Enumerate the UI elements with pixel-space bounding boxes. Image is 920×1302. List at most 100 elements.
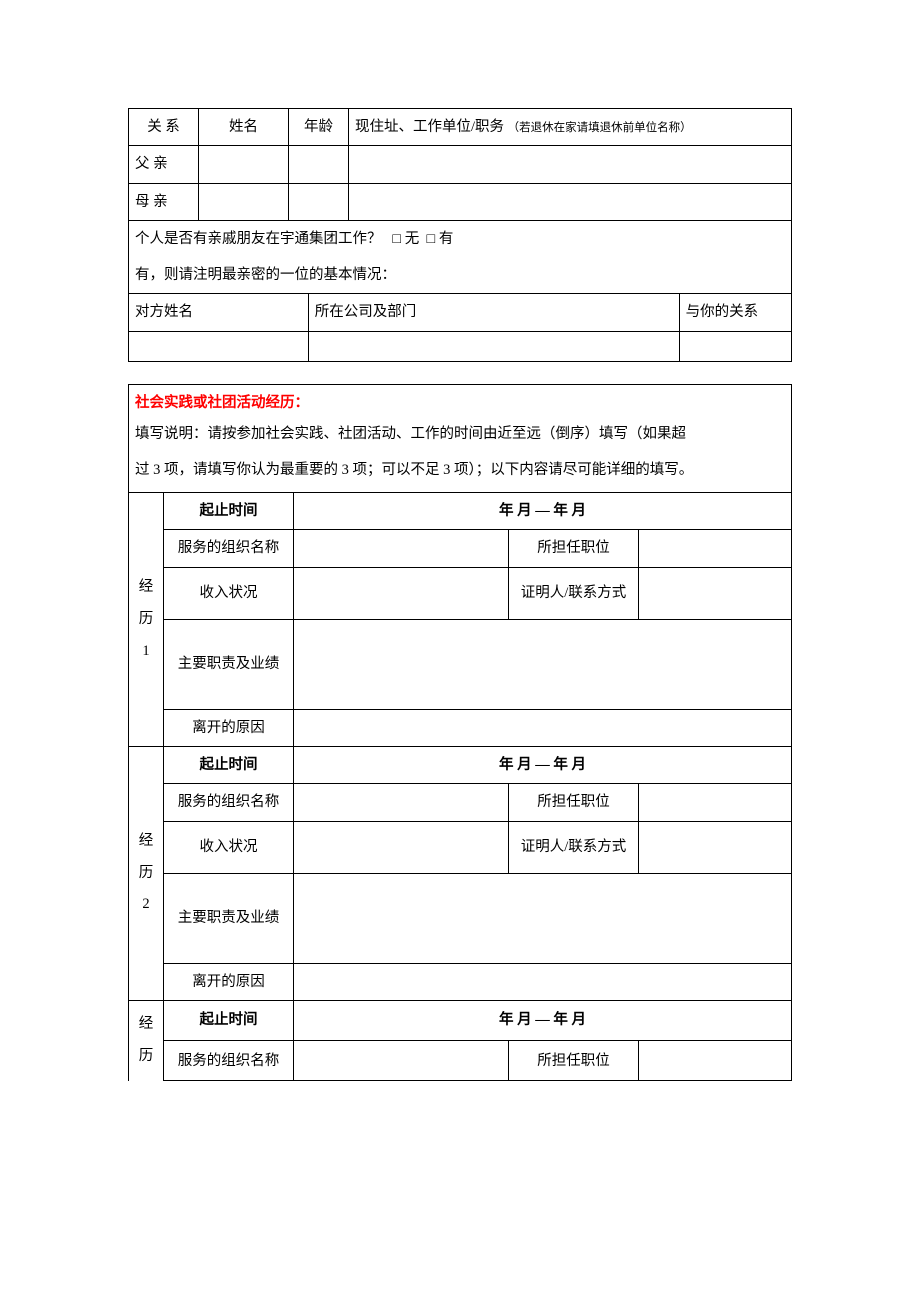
exp2-side-label: 经 历 2 bbox=[129, 747, 164, 1001]
option-yes-label: 有 bbox=[439, 231, 454, 247]
exp1-char2: 历 bbox=[139, 611, 154, 627]
exp3-position-label: 所担任职位 bbox=[509, 1041, 639, 1081]
family-row-mother: 母 亲 bbox=[129, 183, 792, 220]
yutong-question-line2: 有，则请注明最亲密的一位的基本情况： bbox=[129, 257, 792, 294]
yutong-question-row1: 个人是否有亲戚朋友在宇通集团工作？ □ 无 □ 有 bbox=[129, 220, 792, 257]
exp2-reference-value[interactable] bbox=[639, 821, 792, 873]
experience-table: 社会实践或社团活动经历： 填写说明：请按参加社会实践、社团活动、工作的时间由近至… bbox=[128, 384, 792, 1081]
exp2-leave-row: 离开的原因 bbox=[129, 963, 792, 1000]
family-mother-age[interactable] bbox=[289, 183, 349, 220]
exp1-income-label: 收入状况 bbox=[164, 567, 294, 619]
exp2-leave-value[interactable] bbox=[294, 963, 792, 1000]
exp1-duties-label: 主要职责及业绩 bbox=[164, 619, 294, 709]
exp2-org-value[interactable] bbox=[294, 784, 509, 821]
exp3-org-value[interactable] bbox=[294, 1041, 509, 1081]
exp1-leave-label: 离开的原因 bbox=[164, 709, 294, 746]
exp1-org-row: 服务的组织名称 所担任职位 bbox=[129, 530, 792, 567]
family-header-row: 关 系 姓名 年龄 现住址、工作单位/职务 （若退休在家请填退休前单位名称） bbox=[129, 109, 792, 146]
family-header-address: 现住址、工作单位/职务 （若退休在家请填退休前单位名称） bbox=[349, 109, 792, 146]
friend-header-name: 对方姓名 bbox=[129, 294, 309, 331]
exp2-income-label: 收入状况 bbox=[164, 821, 294, 873]
exp2-position-value[interactable] bbox=[639, 784, 792, 821]
family-header-address-main: 现住址、工作单位/职务 bbox=[355, 119, 504, 135]
friend-header-relation: 与你的关系 bbox=[679, 294, 791, 331]
exp2-duties-label: 主要职责及业绩 bbox=[164, 873, 294, 963]
family-header-address-note: （若退休在家请填退休前单位名称） bbox=[508, 122, 692, 134]
exp2-income-value[interactable] bbox=[294, 821, 509, 873]
exp2-income-row: 收入状况 证明人/联系方式 bbox=[129, 821, 792, 873]
family-info-table: 关 系 姓名 年龄 现住址、工作单位/职务 （若退休在家请填退休前单位名称） 父… bbox=[128, 108, 792, 294]
exp1-char3: 1 bbox=[142, 643, 149, 659]
exp2-leave-label: 离开的原因 bbox=[164, 963, 294, 1000]
exp2-org-label: 服务的组织名称 bbox=[164, 784, 294, 821]
exp1-income-row: 收入状况 证明人/联系方式 bbox=[129, 567, 792, 619]
exp2-char2: 历 bbox=[139, 865, 154, 881]
experience-title-cell: 社会实践或社团活动经历： bbox=[129, 384, 792, 417]
exp3-char1: 经 bbox=[139, 1016, 154, 1032]
experience-instruction-row1: 填写说明：请按参加社会实践、社团活动、工作的时间由近至远（倒序）填写（如果超 bbox=[129, 417, 792, 453]
exp1-position-value[interactable] bbox=[639, 530, 792, 567]
exp1-time-label: 起止时间 bbox=[164, 493, 294, 530]
exp3-time-row: 经 历 起止时间 年 月 — 年 月 bbox=[129, 1000, 792, 1040]
exp1-char1: 经 bbox=[139, 579, 154, 595]
exp1-duties-row: 主要职责及业绩 bbox=[129, 619, 792, 709]
checkbox-no-icon[interactable]: □ bbox=[392, 229, 401, 249]
friend-relation-cell[interactable] bbox=[679, 331, 791, 361]
exp2-time-row: 经 历 2 起止时间 年 月 — 年 月 bbox=[129, 747, 792, 784]
friend-name-cell[interactable] bbox=[129, 331, 309, 361]
exp3-position-value[interactable] bbox=[639, 1041, 792, 1081]
family-row-father: 父 亲 bbox=[129, 146, 792, 183]
exp1-time-row: 经 历 1 起止时间 年 月 — 年 月 bbox=[129, 493, 792, 530]
experience-title-row: 社会实践或社团活动经历： bbox=[129, 384, 792, 417]
friend-company-cell[interactable] bbox=[308, 331, 679, 361]
checkbox-yes-icon[interactable]: □ bbox=[427, 229, 436, 249]
experience-instruction2: 过 3 项，请填写你认为最重要的 3 项；可以不足 3 项）；以下内容请尽可能详… bbox=[129, 453, 792, 493]
exp3-org-row: 服务的组织名称 所担任职位 bbox=[129, 1041, 792, 1081]
exp1-side-label: 经 历 1 bbox=[129, 493, 164, 747]
exp1-leave-row: 离开的原因 bbox=[129, 709, 792, 746]
exp3-side-label: 经 历 bbox=[129, 1000, 164, 1080]
exp2-position-label: 所担任职位 bbox=[509, 784, 639, 821]
family-father-address[interactable] bbox=[349, 146, 792, 183]
exp2-reference-label: 证明人/联系方式 bbox=[509, 821, 639, 873]
exp1-leave-value[interactable] bbox=[294, 709, 792, 746]
exp2-char1: 经 bbox=[139, 833, 154, 849]
exp1-duties-value[interactable] bbox=[294, 619, 792, 709]
experience-title-text: 社会实践或社团活动经历： bbox=[135, 395, 309, 411]
family-father-name[interactable] bbox=[199, 146, 289, 183]
experience-instruction-row2: 过 3 项，请填写你认为最重要的 3 项；可以不足 3 项）；以下内容请尽可能详… bbox=[129, 453, 792, 493]
family-mother-relation: 母 亲 bbox=[129, 183, 199, 220]
exp1-income-value[interactable] bbox=[294, 567, 509, 619]
exp3-org-label: 服务的组织名称 bbox=[164, 1041, 294, 1081]
friend-data-row bbox=[129, 331, 792, 361]
family-header-name: 姓名 bbox=[199, 109, 289, 146]
exp1-position-label: 所担任职位 bbox=[509, 530, 639, 567]
yutong-question-row2: 有，则请注明最亲密的一位的基本情况： bbox=[129, 257, 792, 294]
family-header-relation: 关 系 bbox=[129, 109, 199, 146]
exp3-time-label: 起止时间 bbox=[164, 1000, 294, 1040]
family-father-age[interactable] bbox=[289, 146, 349, 183]
family-mother-name[interactable] bbox=[199, 183, 289, 220]
experience-instruction1: 填写说明：请按参加社会实践、社团活动、工作的时间由近至远（倒序）填写（如果超 bbox=[129, 417, 792, 453]
exp1-time-value[interactable]: 年 月 — 年 月 bbox=[294, 493, 792, 530]
exp3-time-value[interactable]: 年 月 — 年 月 bbox=[294, 1000, 792, 1040]
exp2-char3: 2 bbox=[142, 896, 149, 912]
exp1-org-label: 服务的组织名称 bbox=[164, 530, 294, 567]
friend-header-company: 所在公司及部门 bbox=[308, 294, 679, 331]
exp2-time-label: 起止时间 bbox=[164, 747, 294, 784]
family-header-age: 年龄 bbox=[289, 109, 349, 146]
exp1-org-value[interactable] bbox=[294, 530, 509, 567]
exp2-duties-value[interactable] bbox=[294, 873, 792, 963]
section-spacer bbox=[128, 362, 792, 384]
form-page: 关 系 姓名 年龄 现住址、工作单位/职务 （若退休在家请填退休前单位名称） 父… bbox=[0, 0, 920, 1181]
exp2-time-value[interactable]: 年 月 — 年 月 bbox=[294, 747, 792, 784]
exp2-org-row: 服务的组织名称 所担任职位 bbox=[129, 784, 792, 821]
family-mother-address[interactable] bbox=[349, 183, 792, 220]
exp3-char2: 历 bbox=[139, 1048, 154, 1064]
exp2-duties-row: 主要职责及业绩 bbox=[129, 873, 792, 963]
exp1-reference-value[interactable] bbox=[639, 567, 792, 619]
option-no-label: 无 bbox=[405, 231, 420, 247]
family-father-relation: 父 亲 bbox=[129, 146, 199, 183]
yutong-question-prefix: 个人是否有亲戚朋友在宇通集团工作？ bbox=[135, 231, 382, 247]
yutong-friend-table: 对方姓名 所在公司及部门 与你的关系 bbox=[128, 294, 792, 361]
